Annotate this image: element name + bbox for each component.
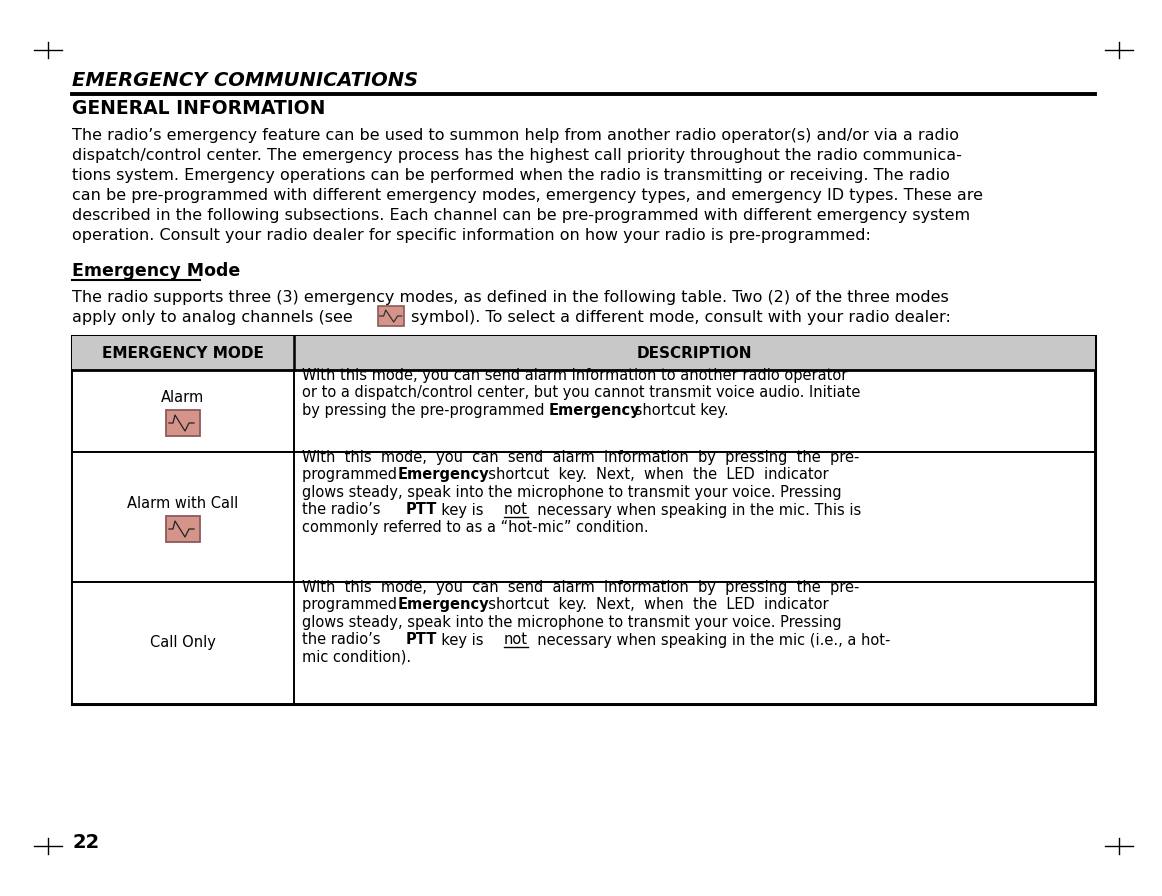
Text: glows steady, speak into the microphone to transmit your voice. Pressing: glows steady, speak into the microphone …	[302, 615, 841, 630]
Text: key is: key is	[432, 633, 488, 648]
Text: The radio supports three (3) emergency modes, as defined in the following table.: The radio supports three (3) emergency m…	[72, 290, 948, 305]
Text: Alarm with Call: Alarm with Call	[128, 495, 238, 511]
Text: apply only to analog channels (see: apply only to analog channels (see	[72, 310, 358, 325]
Text: mic condition).: mic condition).	[302, 650, 411, 665]
Text: the radio’s: the radio’s	[302, 633, 389, 648]
Text: necessary when speaking in the mic. This is: necessary when speaking in the mic. This…	[528, 503, 861, 518]
Text: key is: key is	[432, 503, 488, 518]
Text: PTT: PTT	[406, 503, 437, 518]
Text: described in the following subsections. Each channel can be pre-programmed with : described in the following subsections. …	[72, 208, 970, 223]
Text: necessary when speaking in the mic (i.e., a hot-: necessary when speaking in the mic (i.e.…	[528, 633, 890, 648]
Text: PTT: PTT	[406, 633, 437, 648]
Bar	[72, 336, 1095, 370]
Text: shortcut  key.  Next,  when  the  LED  indicator: shortcut key. Next, when the LED indicat…	[479, 598, 829, 613]
Text: With  this  mode,  you  can  send  alarm  information  by  pressing  the  pre-: With this mode, you can send alarm infor…	[302, 580, 860, 595]
Text: dispatch/control center. The emergency process has the highest call priority thr: dispatch/control center. The emergency p…	[72, 148, 962, 163]
Text: tions system. Emergency operations can be performed when the radio is transmitti: tions system. Emergency operations can b…	[72, 168, 949, 183]
Text: programmed: programmed	[302, 598, 407, 613]
Text: EMERGENCY MODE: EMERGENCY MODE	[102, 346, 264, 360]
Text: The radio’s emergency feature can be used to summon help from another radio oper: The radio’s emergency feature can be use…	[72, 128, 959, 143]
Text: the radio’s: the radio’s	[302, 503, 389, 518]
Text: operation. Consult your radio dealer for specific information on how your radio : operation. Consult your radio dealer for…	[72, 228, 870, 243]
Text: With  this  mode,  you  can  send  alarm  information  by  pressing  the  pre-: With this mode, you can send alarm infor…	[302, 450, 860, 465]
Text: Emergency: Emergency	[548, 403, 640, 418]
Text: commonly referred to as a “hot-mic” condition.: commonly referred to as a “hot-mic” cond…	[302, 520, 648, 535]
Text: Call Only: Call Only	[150, 635, 216, 650]
Text: 22: 22	[72, 833, 99, 852]
Bar	[72, 452, 1095, 582]
Text: shortcut  key.  Next,  when  the  LED  indicator: shortcut key. Next, when the LED indicat…	[479, 468, 829, 483]
Text: or to a dispatch/control center, but you cannot transmit voice audio. Initiate: or to a dispatch/control center, but you…	[302, 385, 860, 401]
Text: glows steady, speak into the microphone to transmit your voice. Pressing: glows steady, speak into the microphone …	[302, 485, 841, 500]
Bar	[378, 306, 403, 326]
Text: Emergency Mode: Emergency Mode	[72, 262, 241, 280]
Bar	[166, 516, 200, 542]
Text: not: not	[504, 633, 528, 648]
Text: programmed: programmed	[302, 468, 407, 483]
Text: symbol). To select a different mode, consult with your radio dealer:: symbol). To select a different mode, con…	[406, 310, 951, 325]
Text: shortcut key.: shortcut key.	[630, 403, 729, 418]
Bar	[72, 582, 1095, 704]
Text: EMERGENCY COMMUNICATIONS: EMERGENCY COMMUNICATIONS	[72, 71, 418, 90]
Bar	[166, 410, 200, 436]
Text: by pressing the pre-programmed: by pressing the pre-programmed	[302, 403, 550, 418]
Bar	[72, 336, 1095, 704]
Bar	[72, 370, 1095, 452]
Text: Emergency: Emergency	[397, 598, 489, 613]
Text: Alarm: Alarm	[162, 390, 205, 404]
Text: GENERAL INFORMATION: GENERAL INFORMATION	[72, 99, 325, 118]
Text: can be pre-programmed with different emergency modes, emergency types, and emerg: can be pre-programmed with different eme…	[72, 188, 983, 203]
Text: With this mode, you can send alarm information to another radio operator: With this mode, you can send alarm infor…	[302, 368, 847, 383]
Text: Emergency: Emergency	[397, 468, 489, 483]
Text: not: not	[504, 503, 528, 518]
Text: DESCRIPTION: DESCRIPTION	[637, 346, 752, 360]
